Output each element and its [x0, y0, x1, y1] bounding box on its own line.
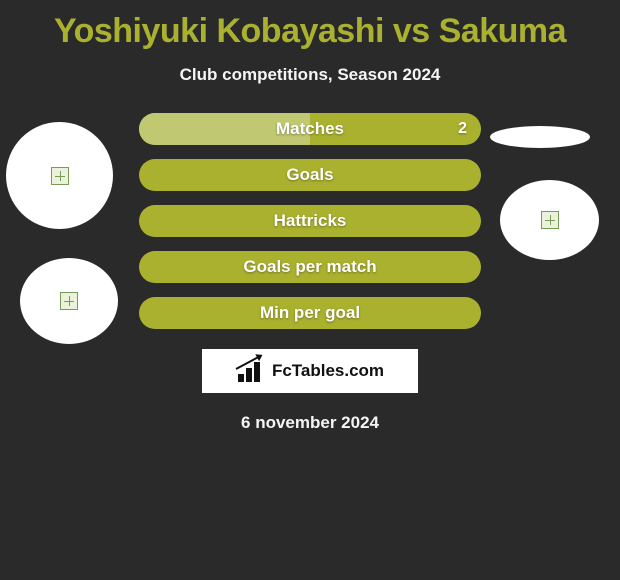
source-badge: FcTables.com [202, 349, 418, 393]
date-label: 6 november 2024 [0, 413, 620, 433]
page-title: Yoshiyuki Kobayashi vs Sakuma [0, 0, 620, 51]
stat-bar: Min per goal [139, 297, 481, 329]
player-avatar-left-bottom [20, 258, 118, 344]
broken-image-icon [60, 292, 78, 310]
stat-bar: Goals per match [139, 251, 481, 283]
stat-label: Min per goal [260, 303, 360, 323]
stat-label: Matches [276, 119, 344, 139]
stat-value-right: 2 [458, 120, 467, 138]
page-subtitle: Club competitions, Season 2024 [0, 65, 620, 85]
stat-bar: Goals [139, 159, 481, 191]
stat-label: Hattricks [274, 211, 347, 231]
broken-image-icon [51, 167, 69, 185]
stat-label: Goals [286, 165, 333, 185]
stat-bar: Hattricks [139, 205, 481, 237]
player-avatar-left-top [6, 122, 113, 229]
player-avatar-right [500, 180, 599, 260]
decorative-ellipse [490, 126, 590, 148]
stat-label: Goals per match [243, 257, 376, 277]
source-label: FcTables.com [272, 361, 384, 381]
broken-image-icon [541, 211, 559, 229]
fctables-logo-icon [236, 360, 266, 382]
stat-bar: Matches 2 [139, 113, 481, 145]
stats-bars: Matches 2 Goals Hattricks Goals per match Min… [139, 113, 481, 329]
